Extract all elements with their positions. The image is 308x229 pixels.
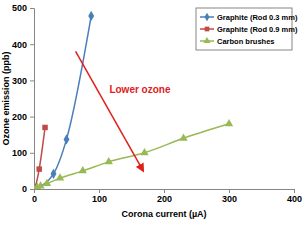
x-tick-mark [294, 189, 295, 193]
legend-label: Carbon brushes [217, 37, 275, 46]
chart: 0 100 200 300 400 0 100 200 300 400 500 Lower ozone… [0, 0, 308, 229]
y-axis-title: Ozone emission (ppb) [1, 51, 11, 145]
x-tick-label: 0 [32, 194, 37, 204]
y-tick: 400 [12, 40, 34, 50]
x-tick-mark [229, 189, 230, 193]
y-tick-label: 500 [12, 3, 27, 13]
x-tick-label: 300 [222, 194, 237, 204]
series-line [35, 127, 45, 187]
y-tick-label: 400 [12, 40, 27, 50]
series-point [179, 134, 187, 141]
x-tick-mark [99, 189, 100, 193]
y-tick: 0 [22, 184, 34, 194]
x-tick-mark [164, 189, 165, 193]
y-axis: 0 100 200 300 400 500 [12, 3, 35, 194]
series-line [35, 16, 91, 188]
y-tick: 200 [12, 112, 34, 122]
x-axis: 0 100 200 300 400 [32, 189, 302, 204]
x-tick: 0 [32, 189, 37, 204]
y-tick-label: 300 [12, 76, 27, 86]
y-tick-mark [30, 44, 34, 45]
y-tick-mark [30, 189, 34, 190]
x-axis-line [35, 190, 295, 194]
legend: Graphite (Rod 0.3 mm) Graphite (Rod 0.9 m… [196, 8, 298, 50]
y-tick-label: 100 [12, 148, 27, 158]
series-point [36, 181, 44, 188]
legend-label: Graphite (Rod 0.9 mm) [217, 25, 298, 34]
y-axis-line [30, 9, 35, 190]
series-point [64, 134, 70, 144]
legend-symbol [205, 27, 210, 32]
y-tick-label: 200 [12, 112, 27, 122]
series-point [140, 148, 148, 155]
x-tick-label: 400 [287, 194, 302, 204]
x-tick: 100 [92, 189, 107, 204]
x-tick-label: 200 [157, 194, 172, 204]
series-point [42, 125, 47, 130]
y-tick-mark [30, 153, 34, 154]
series-point [36, 166, 41, 171]
annotation: Lower ozone [109, 84, 171, 95]
y-tick: 100 [12, 148, 34, 158]
y-tick-mark [30, 80, 34, 81]
series-point [51, 169, 57, 179]
annotation-arrow [76, 51, 144, 170]
series-point [43, 179, 51, 186]
y-tick-mark [30, 8, 34, 9]
y-tick: 500 [12, 3, 34, 13]
legend-symbol [203, 37, 210, 43]
x-axis-title: Corona current (µA) [121, 209, 206, 219]
x-tick: 400 [287, 189, 302, 204]
series-line [34, 124, 229, 189]
series-point [56, 173, 64, 180]
y-tick: 300 [12, 76, 34, 86]
series-point [88, 11, 94, 21]
legend-symbol [204, 13, 209, 22]
plot: 0 100 200 300 400 0 100 200 300 400 500 Lower ozone… [12, 3, 302, 204]
series-point [79, 166, 87, 173]
x-tick: 200 [157, 189, 172, 204]
x-tick: 300 [222, 189, 237, 204]
series-point [105, 157, 113, 164]
legend-label: Graphite (Rod 0.3 mm) [217, 13, 298, 22]
y-tick-mark [30, 117, 34, 118]
x-tick-label: 100 [92, 194, 107, 204]
series-point [225, 119, 233, 126]
y-tick-label: 0 [22, 184, 27, 194]
